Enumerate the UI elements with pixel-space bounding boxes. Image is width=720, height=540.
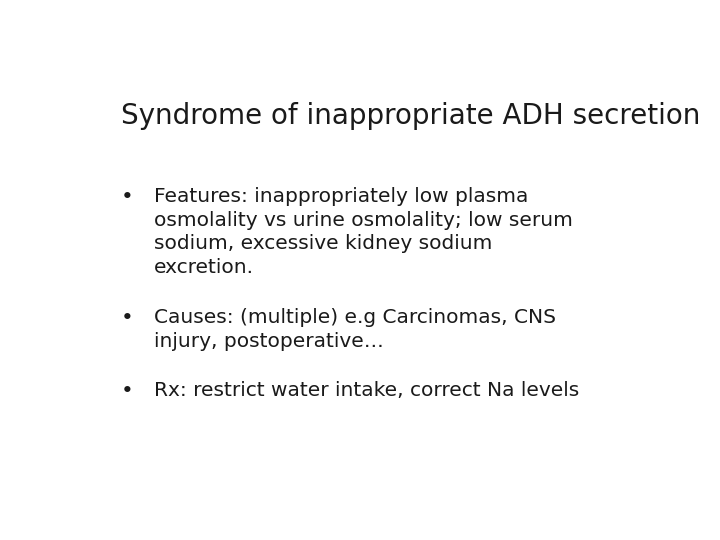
Text: Features: inappropriately low plasma
osmolality vs urine osmolality; low serum
s: Features: inappropriately low plasma osm…: [154, 187, 573, 277]
Text: •: •: [121, 381, 133, 401]
Text: Causes: (multiple) e.g Carcinomas, CNS
injury, postoperative…: Causes: (multiple) e.g Carcinomas, CNS i…: [154, 308, 556, 350]
Text: •: •: [121, 308, 133, 328]
Text: Rx: restrict water intake, correct Na levels: Rx: restrict water intake, correct Na le…: [154, 381, 580, 400]
Text: •: •: [121, 187, 133, 207]
Text: Syndrome of inappropriate ADH secretion: Syndrome of inappropriate ADH secretion: [121, 102, 700, 130]
